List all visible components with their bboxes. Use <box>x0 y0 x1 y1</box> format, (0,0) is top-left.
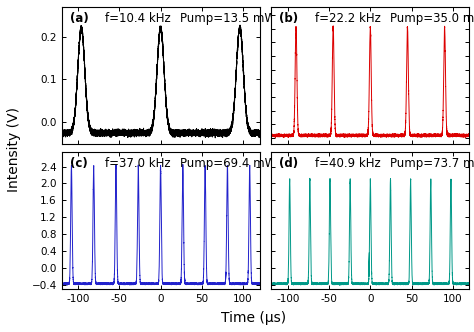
Text: Pump=69.4 mW: Pump=69.4 mW <box>180 157 277 170</box>
Text: (b): (b) <box>279 12 299 25</box>
Text: (a): (a) <box>70 12 88 25</box>
Text: Pump=35.0 mW: Pump=35.0 mW <box>390 12 474 25</box>
Text: (c): (c) <box>70 157 87 170</box>
Text: Pump=73.7 mW: Pump=73.7 mW <box>390 157 474 170</box>
Text: Time (μs): Time (μs) <box>221 311 286 325</box>
Text: f=22.2 kHz: f=22.2 kHz <box>315 12 381 25</box>
Text: f=40.9 kHz: f=40.9 kHz <box>315 157 381 170</box>
Text: f=37.0 kHz: f=37.0 kHz <box>105 157 171 170</box>
Text: (d): (d) <box>279 157 299 170</box>
Text: Pump=13.5 mW: Pump=13.5 mW <box>180 12 276 25</box>
Text: Intensity (V): Intensity (V) <box>7 107 21 192</box>
Text: f=10.4 kHz: f=10.4 kHz <box>105 12 171 25</box>
